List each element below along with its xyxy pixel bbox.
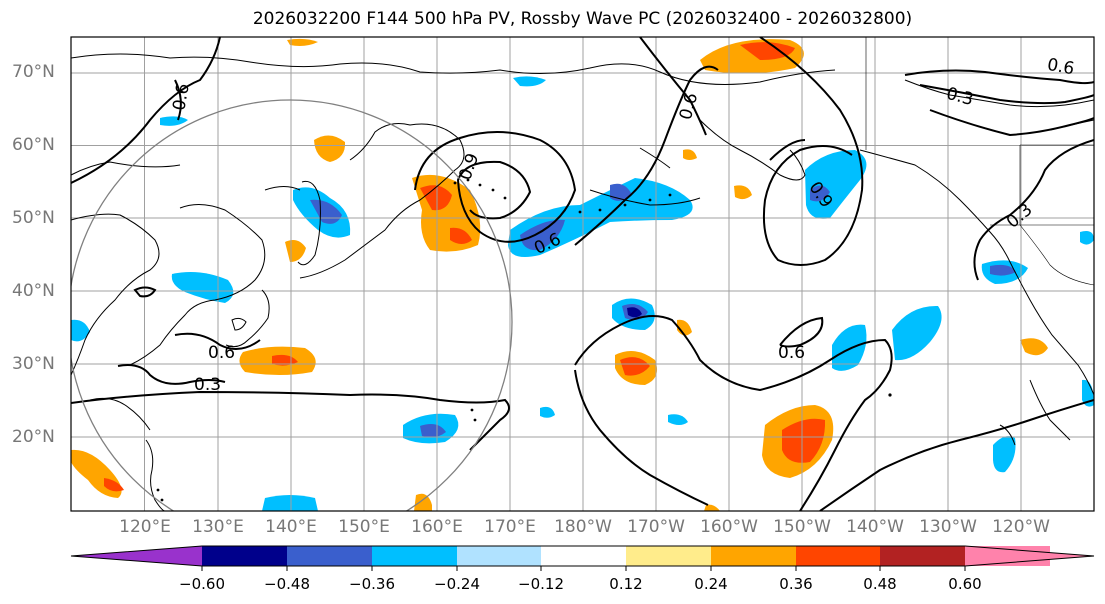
- contour-label: 0.9: [455, 151, 483, 183]
- lat-label: 20°N: [12, 427, 55, 447]
- colorbar-tick-label: 0.36: [779, 575, 813, 593]
- contour-label: 0.6: [1046, 55, 1076, 79]
- island-dots: [156, 178, 892, 502]
- lon-label: 120°W: [992, 517, 1050, 537]
- colorbar-segment: [796, 546, 880, 566]
- colorbar-tick-label: −0.60: [179, 575, 225, 593]
- lat-label: 30°N: [12, 354, 55, 374]
- colorbar: [70, 545, 1095, 571]
- lon-label: 140°W: [846, 517, 904, 537]
- lon-label: 140°E: [265, 517, 317, 537]
- colorbar-segment: [457, 546, 541, 566]
- colorbar-tick-label: −0.36: [349, 575, 395, 593]
- lon-label: 130°W: [919, 517, 977, 537]
- map-frame: [70, 36, 1095, 512]
- lon-label: 120°E: [119, 517, 171, 537]
- colorbar-tick-label: 0.60: [948, 575, 982, 593]
- colorbar-tick-label: 0.48: [863, 575, 897, 593]
- lat-label: 50°N: [12, 208, 55, 228]
- contour-label: 0.6: [169, 82, 193, 112]
- colorbar-segment: [880, 546, 965, 566]
- lat-label: 40°N: [12, 281, 55, 301]
- lon-label: 160°W: [700, 517, 758, 537]
- pv-contours: [71, 37, 1094, 511]
- lon-label: 130°E: [192, 517, 244, 537]
- contour-labels: 0.6 0.6 0.3 0.9 0.6 0.6 0.3 0.6 0.3 0.9 …: [169, 55, 1075, 395]
- lon-label: 160°E: [411, 517, 463, 537]
- colorbar-extend-low: [71, 546, 202, 566]
- lat-label: 60°N: [12, 135, 55, 155]
- reference-circle: [71, 99, 513, 511]
- colorbar-tick-label: −0.24: [434, 575, 480, 593]
- colorbar-segment: [541, 546, 626, 566]
- colorbar-segment: [287, 546, 372, 566]
- colorbar-extend-high: [965, 546, 1094, 566]
- colorbar-segment: [202, 546, 287, 566]
- lon-label: 150°E: [338, 517, 390, 537]
- contour-label: 0.6: [778, 343, 805, 363]
- coastlines: [71, 53, 1094, 511]
- contour-label: 0.3: [944, 84, 975, 110]
- colorbar-segment: [711, 546, 796, 566]
- contour-label: 0.3: [1003, 200, 1037, 233]
- colorbar-tick-label: 0.24: [694, 575, 728, 593]
- lon-label: 150°W: [773, 517, 831, 537]
- map-title: 2026032200 F144 500 hPa PV, Rossby Wave …: [252, 9, 913, 29]
- lon-label: 170°W: [627, 517, 685, 537]
- colorbar-tick-label: −0.12: [518, 575, 564, 593]
- graticule: [71, 37, 1094, 511]
- lon-label: 170°E: [484, 517, 536, 537]
- lon-label: 180°W: [554, 517, 612, 537]
- colorbar-tick-label: 0.12: [609, 575, 643, 593]
- colorbar-segment: [626, 546, 711, 566]
- lat-label: 70°N: [12, 62, 55, 82]
- colorbar-segment: [372, 546, 457, 566]
- contour-label: 0.3: [194, 375, 221, 395]
- contour-label: 0.6: [208, 343, 235, 363]
- colorbar-tick-label: −0.48: [264, 575, 310, 593]
